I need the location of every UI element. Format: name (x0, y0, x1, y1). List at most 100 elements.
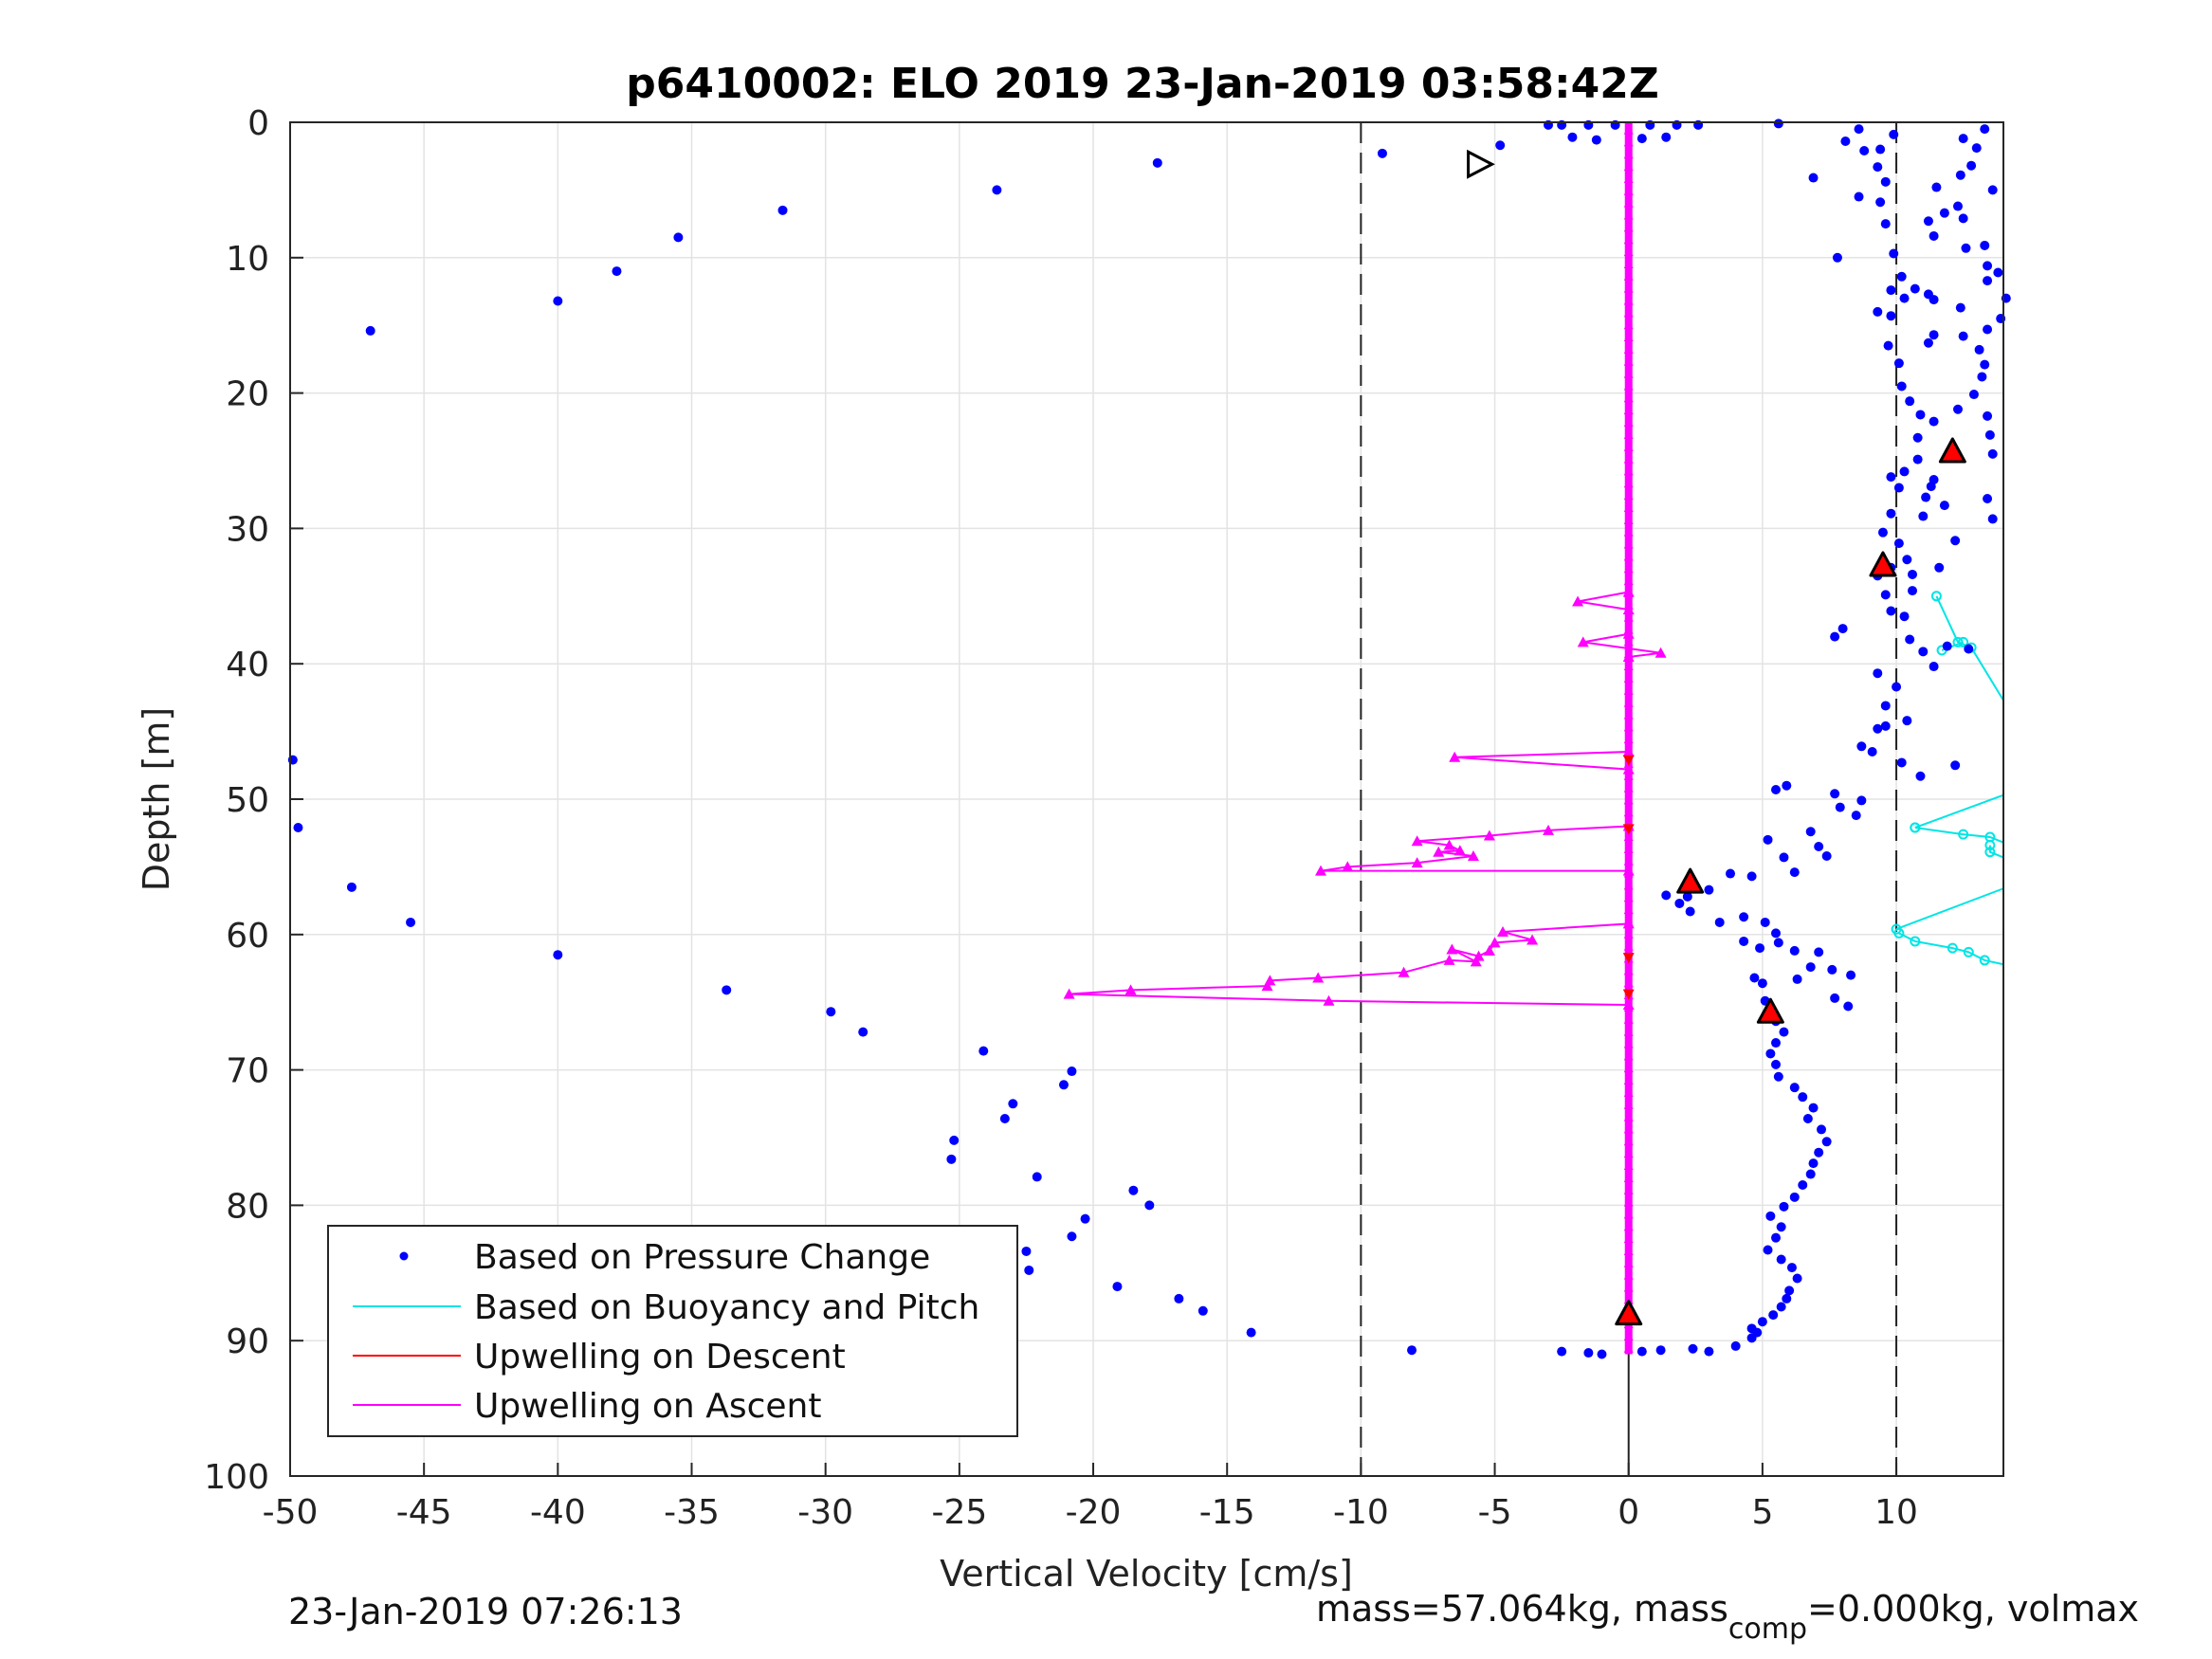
pressure-point (1773, 118, 1783, 129)
pressure-point (1782, 1293, 1792, 1304)
legend-label-pressure: Based on Pressure Change (474, 1238, 930, 1277)
ascent-column-marker (1623, 137, 1634, 147)
mass-subscript: comp (1728, 1613, 1807, 1646)
pressure-point (1814, 1147, 1824, 1158)
pressure-point (1873, 668, 1883, 679)
ascent-column-marker (1623, 1210, 1634, 1219)
legend-label-buoyancy: Based on Buoyancy and Pitch (474, 1288, 979, 1327)
x-tick-label: -45 (396, 1493, 452, 1532)
pressure-point (1899, 466, 1910, 477)
pressure-point (999, 1114, 1010, 1124)
mass-prefix: mass=57.064kg, mass (1316, 1588, 1728, 1630)
pressure-point (1918, 511, 1929, 521)
pressure-point (1889, 248, 1899, 259)
descent-point (1622, 989, 1635, 1000)
pressure-point (1798, 1179, 1808, 1190)
pressure-point (1983, 261, 1993, 271)
pressure-point (1886, 508, 1896, 519)
upwelling-ascent-series (1063, 122, 1667, 1355)
ascent-point (1411, 835, 1423, 847)
pressure-point (1773, 1071, 1783, 1082)
legend-label-descent: Upwelling on Descent (474, 1338, 846, 1376)
pressure-point (1805, 1169, 1816, 1179)
pressure-point (1749, 973, 1760, 983)
ascent-point (1453, 845, 1466, 856)
ascent-column-marker (1623, 515, 1634, 524)
pressure-point (1495, 140, 1506, 151)
ascent-column-marker (1623, 125, 1634, 135)
ascent-column-marker (1623, 162, 1634, 172)
pressure-point (1880, 219, 1891, 229)
pressure-point (1902, 555, 1912, 565)
x-tick-label: 0 (1618, 1493, 1639, 1532)
ascent-column-marker (1623, 552, 1634, 561)
pressure-point (1739, 936, 1749, 946)
pressure-point (1080, 1213, 1090, 1224)
pressure-point (1983, 276, 1993, 286)
ascent-column-marker (1623, 210, 1634, 220)
pressure-point (1688, 1343, 1698, 1354)
pressure-change-series (287, 118, 2011, 1359)
buoyancy-point (1958, 636, 1969, 647)
pressure-point (1923, 337, 1933, 348)
pressure-point (293, 822, 303, 832)
ascent-point (1622, 604, 1635, 615)
ascent-column-marker (1623, 966, 1634, 975)
ascent-point (1622, 746, 1635, 757)
pressure-point (1929, 662, 1939, 672)
ascent-column-marker (1623, 502, 1634, 512)
pressure-point (1377, 148, 1387, 158)
ascent-column-marker (1623, 333, 1634, 342)
ascent-column-marker (1623, 308, 1634, 318)
pressure-point (777, 205, 788, 215)
pressure-point (1840, 136, 1851, 146)
ascent-column-marker (1623, 1112, 1634, 1121)
ascent-point (1622, 763, 1635, 775)
pressure-point (1896, 381, 1907, 392)
ascent-point (1467, 849, 1479, 861)
pressure-point (1854, 191, 1864, 202)
pressure-point (1987, 185, 1998, 195)
pressure-point (1776, 1254, 1786, 1265)
ascent-point (1577, 636, 1589, 647)
pressure-point (1983, 410, 1993, 421)
pressure-point (1939, 501, 1949, 511)
pressure-point (1893, 358, 1904, 369)
pressure-point (858, 1027, 868, 1037)
ascent-point (1622, 865, 1635, 876)
pressure-point (1786, 1263, 1797, 1273)
pressure-point (1771, 1038, 1782, 1048)
pressure-point (1760, 917, 1770, 927)
ascent-column-marker (1623, 1160, 1634, 1170)
pressure-point (1714, 917, 1725, 927)
ascent-column-marker (1623, 1100, 1634, 1109)
ascent-column-marker (1623, 1014, 1634, 1024)
pressure-point (1993, 267, 2003, 278)
pressure-point (1950, 760, 1961, 771)
pressure-point (1851, 811, 1861, 821)
ascent-column-marker (1623, 271, 1634, 281)
ascent-column-marker (1623, 491, 1634, 501)
ascent-point (1543, 824, 1555, 835)
pressure-point (1958, 134, 1968, 144)
pressure-point (1798, 1092, 1808, 1103)
pressure-point (1856, 795, 1867, 806)
pressure-point (1915, 771, 1926, 781)
pressure-point (1808, 1158, 1819, 1169)
ascent-column-marker (1623, 259, 1634, 268)
pressure-point (1977, 372, 1987, 382)
ascent-column-marker (1623, 454, 1634, 464)
descent-point (1622, 953, 1635, 964)
pressure-point (1955, 170, 1965, 180)
pressure-point (1789, 867, 1800, 878)
y-tick-label: 30 (226, 510, 269, 549)
pressure-point (1661, 132, 1672, 142)
ascent-point (1063, 988, 1075, 999)
pressure-point (1910, 283, 1920, 294)
pressure-point (1776, 1302, 1786, 1312)
ascent-point (1572, 595, 1584, 607)
x-tick-label: -5 (1478, 1493, 1512, 1532)
ascent-point (1446, 943, 1458, 955)
pressure-point (1896, 757, 1907, 768)
